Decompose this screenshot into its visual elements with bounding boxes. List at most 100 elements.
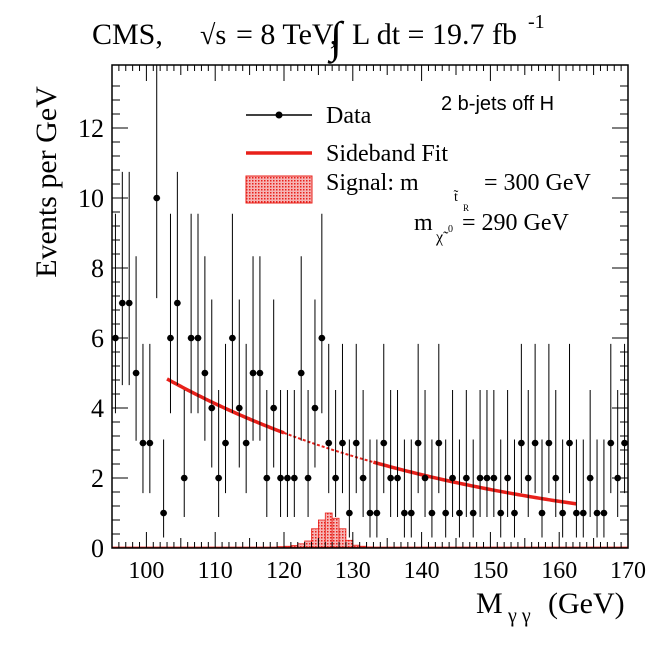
data-point xyxy=(490,474,498,482)
data-point xyxy=(359,474,367,482)
data-point xyxy=(174,299,181,307)
data-point xyxy=(607,439,615,447)
data-point xyxy=(346,509,353,517)
data-point xyxy=(538,509,546,517)
data-point xyxy=(366,509,374,517)
data-point xyxy=(394,474,401,482)
data-point xyxy=(297,369,305,377)
x-axis-label-subscript: γ γ xyxy=(507,605,531,627)
data-point xyxy=(579,509,587,517)
x-tick-label: 110 xyxy=(198,558,233,584)
x-tick-label: 140 xyxy=(404,558,440,584)
data-point xyxy=(456,509,463,517)
y-tick-label: 10 xyxy=(78,184,104,213)
x-axis-label-unit: (GeV) xyxy=(548,587,625,620)
data-point xyxy=(311,404,319,412)
data-point xyxy=(483,474,491,482)
title-experiment: CMS, xyxy=(92,18,163,51)
data-point xyxy=(132,369,140,377)
legend-data-marker xyxy=(275,111,283,119)
x-tick-label: 130 xyxy=(335,558,371,584)
legend-signal-sub-neutralino: χ̃ xyxy=(435,229,449,246)
data-point xyxy=(318,334,326,342)
data-point xyxy=(304,474,312,482)
legend-fit-label: Sideband Fit xyxy=(326,141,448,167)
legend-signal-value-stop: = 300 GeV xyxy=(484,170,592,196)
data-point xyxy=(469,509,477,517)
title-lumi: L dt = 19.7 fb xyxy=(352,18,517,51)
data-point xyxy=(139,439,147,447)
data-point xyxy=(449,474,456,482)
x-tick-label: 150 xyxy=(472,558,508,584)
data-point xyxy=(435,439,443,447)
data-point xyxy=(125,299,133,307)
data-point xyxy=(566,439,573,447)
y-tick-label: 0 xyxy=(91,534,104,563)
data-point xyxy=(263,474,271,482)
legend-signal-label-2: m xyxy=(414,210,433,236)
y-tick-label: 12 xyxy=(78,114,104,143)
y-tick-label: 4 xyxy=(91,394,104,423)
legend-signal-sub-stop-r: R xyxy=(463,203,469,213)
category-annotation: 2 b-jets off H xyxy=(441,93,554,115)
data-point xyxy=(270,404,277,412)
legend-signal-sub-stop: t̃ xyxy=(454,190,459,205)
data-point xyxy=(552,474,560,482)
data-point xyxy=(146,439,154,447)
data-point xyxy=(407,509,415,517)
x-axis-label: M γ γ (GeV) xyxy=(476,587,625,627)
data-point xyxy=(421,474,429,482)
title-integral: ∫ xyxy=(327,13,345,64)
data-point xyxy=(559,509,566,517)
x-axis-label-main: M xyxy=(476,587,503,620)
x-tick-label: 120 xyxy=(266,558,302,584)
data-point xyxy=(621,439,628,447)
signal-bin xyxy=(324,512,333,549)
data-point xyxy=(167,334,174,342)
data-point xyxy=(208,404,216,412)
data-point xyxy=(352,439,360,447)
title-lumi-exponent: -1 xyxy=(528,11,545,33)
data-point xyxy=(291,474,298,482)
data-point xyxy=(242,439,250,447)
data-point xyxy=(442,509,449,517)
data-point xyxy=(119,299,126,307)
signal-bin xyxy=(331,517,340,549)
data-point xyxy=(194,334,202,342)
data-point xyxy=(215,474,222,482)
title-energy: = 8 TeV, xyxy=(236,18,337,51)
data-point xyxy=(586,474,594,482)
data-point xyxy=(160,509,167,517)
y-axis-label: Events per GeV xyxy=(30,86,63,278)
data-points xyxy=(112,65,628,538)
signal-bin xyxy=(317,519,326,549)
data-point xyxy=(222,439,229,447)
data-point xyxy=(573,509,580,517)
y-tick-label: 2 xyxy=(91,464,104,493)
data-point xyxy=(332,474,339,482)
data-point xyxy=(497,509,505,517)
data-point xyxy=(180,474,188,482)
data-point xyxy=(277,474,284,482)
y-tick-label: 6 xyxy=(91,324,104,353)
x-tick-label: 100 xyxy=(128,558,164,584)
data-point xyxy=(504,474,511,482)
legend-signal-sub-neutralino-0: 0 xyxy=(448,224,453,235)
data-point xyxy=(187,334,195,342)
data-point xyxy=(524,474,532,482)
plot-frame xyxy=(111,64,629,549)
data-point xyxy=(284,474,291,482)
title-sqrt-s: √s xyxy=(200,20,226,51)
data-point xyxy=(229,334,236,342)
data-point xyxy=(373,509,381,517)
data-point xyxy=(325,439,333,447)
data-point xyxy=(339,439,346,447)
legend-signal-label: Signal: m xyxy=(326,170,419,196)
data-point xyxy=(463,474,470,482)
data-point xyxy=(531,439,539,447)
data-point xyxy=(518,439,525,447)
data-point xyxy=(235,404,243,412)
data-point xyxy=(600,509,608,517)
data-point xyxy=(428,509,436,517)
